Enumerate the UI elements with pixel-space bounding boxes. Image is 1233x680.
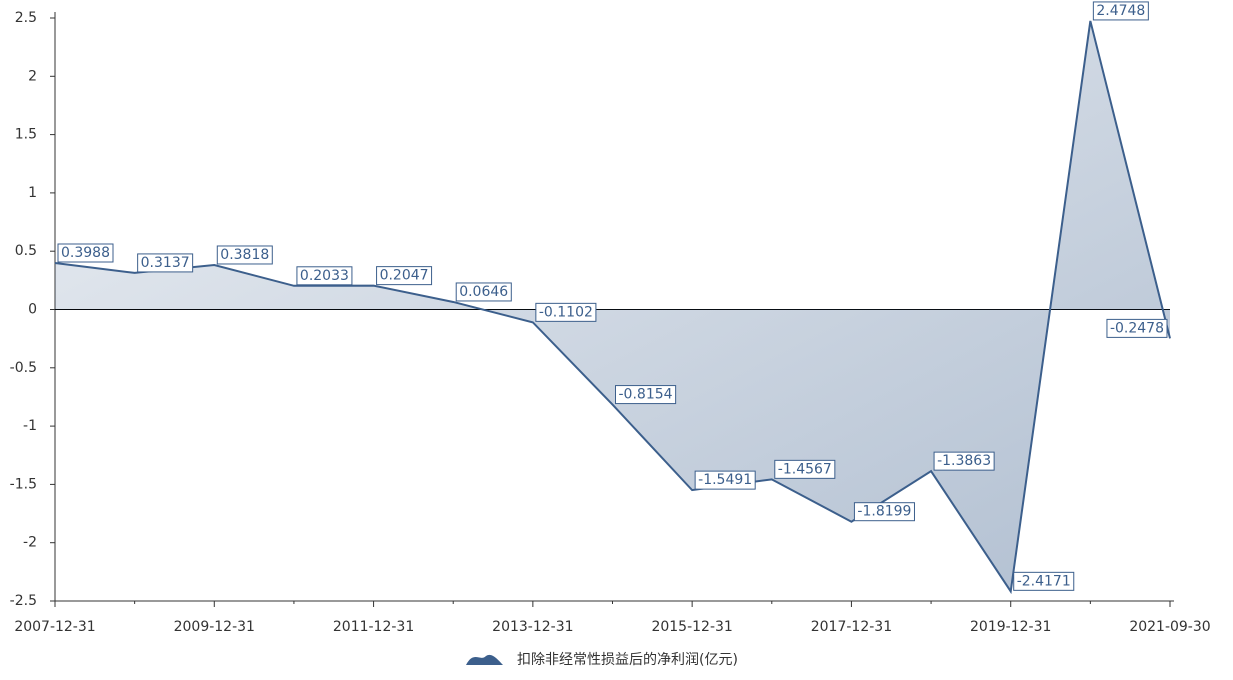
value-label-box [376, 266, 433, 286]
y-tick-label: 1.5 [15, 127, 37, 143]
value-label: 0.0646 [459, 284, 508, 300]
x-tick-label: 2017-12-31 [811, 619, 892, 635]
value-label-group: -2.4171 [1013, 571, 1075, 591]
x-tick-label: 2019-12-31 [970, 619, 1051, 635]
legend-icon [466, 654, 503, 665]
value-label-box [57, 243, 114, 263]
value-label-group: -0.1102 [535, 302, 597, 322]
value-label-group: -1.5491 [694, 470, 756, 490]
value-label-group: -1.8199 [853, 502, 915, 522]
y-tick-label: 1 [28, 185, 37, 201]
value-label-box [774, 459, 836, 479]
value-label: 2.4748 [1096, 3, 1145, 19]
value-label-box [1092, 1, 1149, 21]
value-label-box [615, 385, 677, 405]
value-label-box [853, 502, 915, 522]
line [54, 20, 1171, 595]
value-label-box [455, 282, 512, 302]
x-tick-label: 2009-12-31 [174, 619, 255, 635]
y-tick-label: 2 [28, 68, 37, 84]
value-label-group: -1.3863 [933, 451, 995, 471]
value-label-box [535, 302, 597, 322]
value-label-group: -1.4567 [774, 459, 836, 479]
y-tick-label: -1.5 [10, 476, 37, 492]
value-label: 0.3137 [141, 255, 190, 271]
value-label-group: 0.3818 [216, 245, 273, 265]
y-tick-label: -2 [23, 535, 37, 551]
value-label-group: 0.0646 [455, 282, 512, 302]
value-label-box [1106, 318, 1168, 338]
y-tick-label: -2.5 [10, 593, 37, 609]
y-tick-label: -1 [23, 418, 37, 434]
value-label: -1.5491 [698, 472, 752, 488]
value-label-group: 0.2047 [376, 266, 433, 286]
value-label: -1.3863 [937, 453, 991, 469]
value-label: -0.1102 [539, 304, 593, 320]
y-tick-label: 0 [28, 302, 37, 318]
area [55, 20, 1170, 592]
value-label: -0.8154 [619, 387, 673, 403]
value-label-group: -0.2478 [1106, 318, 1168, 338]
value-label: 0.2047 [380, 268, 429, 284]
value-label: 0.3818 [220, 247, 269, 263]
y-tick-label: 2.5 [15, 10, 37, 26]
value-label-box [216, 245, 273, 265]
value-label: -1.4567 [778, 461, 832, 477]
value-label-box [1013, 571, 1075, 591]
value-label: -1.8199 [857, 504, 911, 520]
value-label-group: -0.8154 [615, 385, 677, 405]
value-label-box [933, 451, 995, 471]
value-label-group: 2.4748 [1092, 1, 1149, 21]
value-label-group: 0.2033 [296, 266, 353, 286]
value-label: -2.4171 [1017, 573, 1071, 589]
value-label-box [296, 266, 353, 286]
value-label-box [137, 253, 194, 273]
value-label: 0.2033 [300, 268, 349, 284]
value-label-group: 0.3988 [57, 243, 114, 263]
value-label: 0.3988 [61, 245, 110, 261]
legend-label: 扣除非经常性损益后的净利润(亿元) [517, 652, 738, 668]
value-label-group: 0.3137 [137, 253, 194, 273]
x-tick-label: 2007-12-31 [14, 619, 95, 635]
value-label: -0.2478 [1110, 320, 1164, 336]
x-tick-label: 2015-12-31 [651, 619, 732, 635]
x-tick-label: 2013-12-31 [492, 619, 573, 635]
x-tick-label: 2011-12-31 [333, 619, 414, 635]
y-tick-label: 0.5 [15, 243, 37, 259]
y-tick-label: -0.5 [10, 360, 37, 376]
x-tick-label: 2021-09-30 [1129, 619, 1210, 635]
value-label-box [694, 470, 756, 490]
